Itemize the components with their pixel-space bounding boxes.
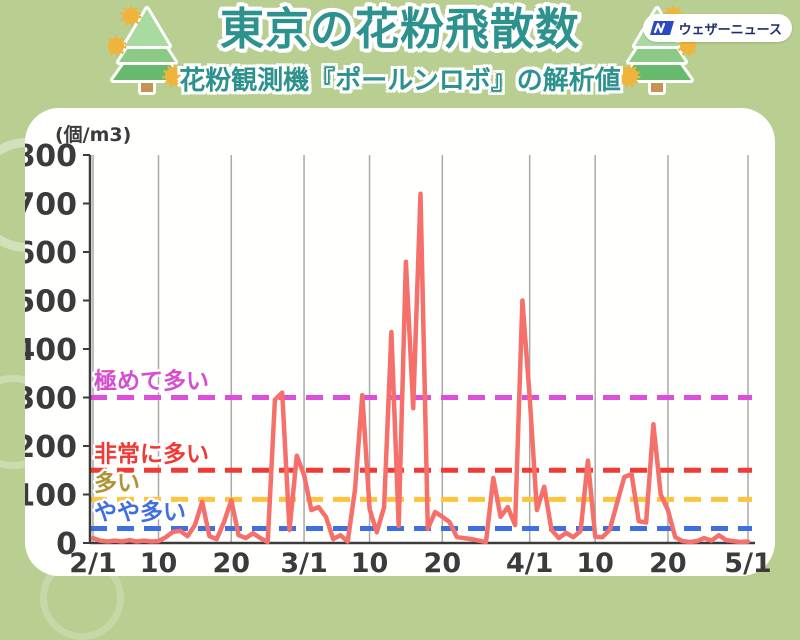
x-tick-label: 20 xyxy=(649,548,687,576)
weathernews-logo-text: ウェザーニュース xyxy=(678,22,782,38)
threshold-label: 極めて多い xyxy=(94,368,209,395)
weathernews-logo: ウェザーニュース xyxy=(642,14,792,42)
tree-icon xyxy=(108,6,186,95)
header: 東京の花粉飛散数 花粉観測機『ポールンロボ』の解析値 ウェザーニュース xyxy=(0,0,800,108)
x-tick-label: 10 xyxy=(140,548,178,576)
y-tick-label: 200 xyxy=(25,430,77,465)
x-tick-label: 10 xyxy=(351,548,389,576)
x-tick-label: 20 xyxy=(212,548,250,576)
threshold-label: やや多い xyxy=(94,498,186,525)
threshold-label: 多い xyxy=(94,469,140,496)
pollen-ball-icon xyxy=(162,64,186,88)
chart-card: (個/m3) 0 100 200 300 400 500 600 700 800 2/1 10 20 3… xyxy=(25,108,775,576)
pollen-ball-icon xyxy=(108,35,127,57)
pollen-ball-icon xyxy=(120,6,142,27)
y-tick-label: 300 xyxy=(25,382,77,417)
pollen-ball-icon xyxy=(618,64,641,88)
page-title: 東京の花粉飛散数 xyxy=(220,4,580,55)
page-subtitle: 花粉観測機『ポールンロボ』の解析値 xyxy=(179,66,621,96)
x-tick-label: 2/1 xyxy=(69,548,116,576)
y-tick-label: 0 xyxy=(56,527,77,562)
y-axis-unit-label: (個/m3) xyxy=(55,124,132,146)
x-tick-label: 5/1 xyxy=(724,548,771,576)
y-tick-label: 400 xyxy=(25,333,77,368)
x-tick-label: 4/1 xyxy=(506,548,553,576)
y-tick-label: 800 xyxy=(25,139,77,174)
y-tick-label: 600 xyxy=(25,236,77,271)
threshold-label: 非常に多い xyxy=(94,440,209,467)
y-tick-label: 700 xyxy=(25,188,77,223)
y-tick-label: 500 xyxy=(25,285,77,320)
x-tick-label: 20 xyxy=(424,548,462,576)
pollen-count-line xyxy=(90,191,751,545)
pollen-line-chart: 0 100 200 300 400 500 600 700 800 2/1 10 20 3/1 10 20 4… xyxy=(25,139,772,576)
x-tick-label: 3/1 xyxy=(280,548,327,576)
x-tick-label: 10 xyxy=(576,548,614,576)
y-tick-label: 100 xyxy=(25,479,77,514)
weathernews-logo-icon xyxy=(649,21,674,35)
